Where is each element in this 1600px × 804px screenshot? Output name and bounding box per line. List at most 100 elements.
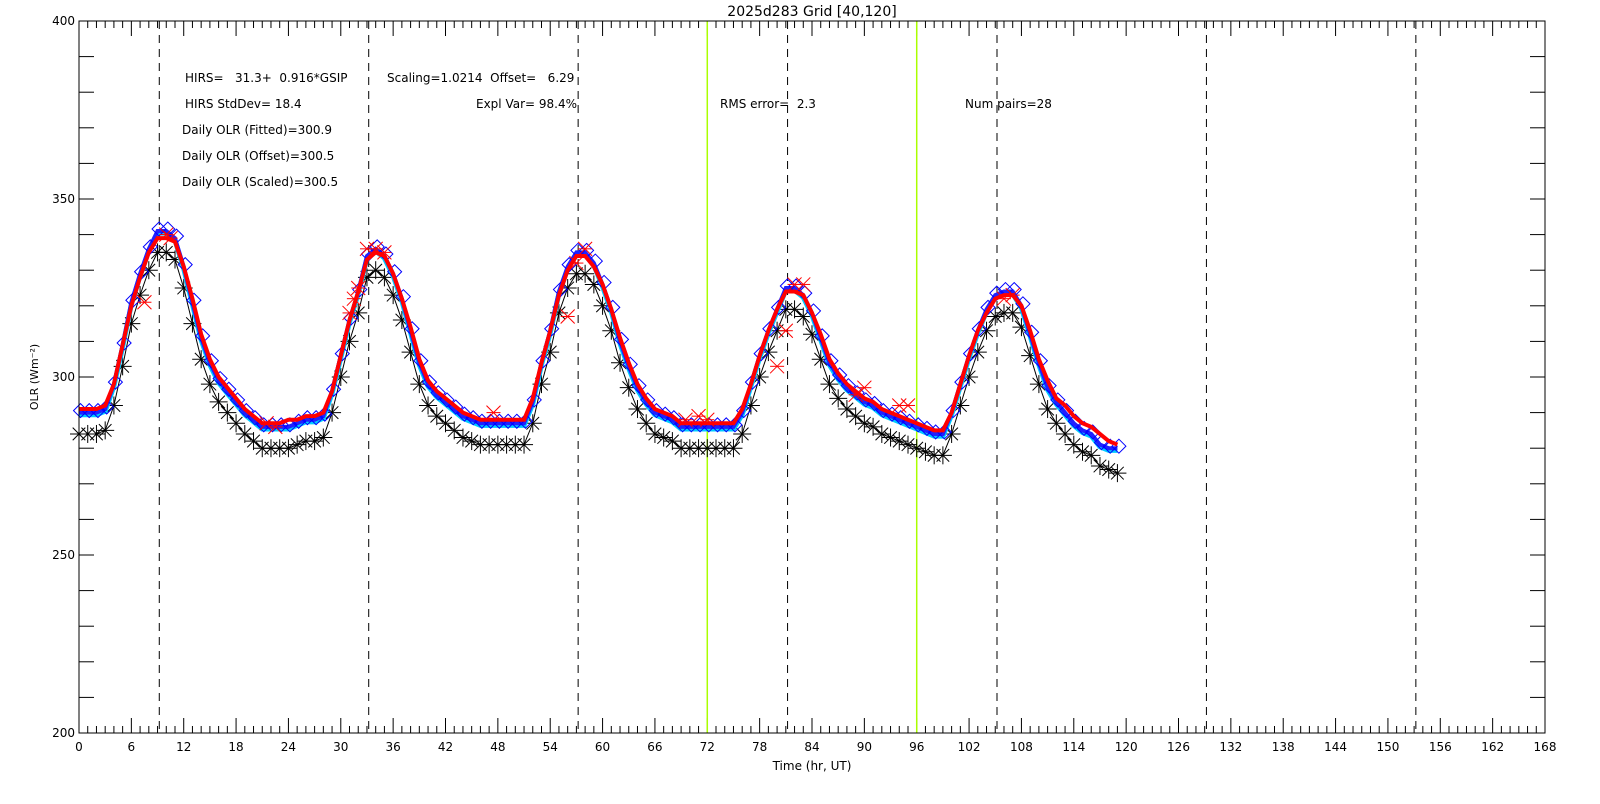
hirs-x-marker (560, 309, 576, 324)
asterisk-stroke (526, 416, 540, 430)
gsip-asterisk-marker (628, 400, 647, 419)
asterisk-stroke (665, 434, 680, 448)
x-tick-label: 114 (1062, 740, 1085, 754)
x-tick-label: 72 (700, 740, 715, 754)
gsip-asterisk-marker (1038, 400, 1057, 419)
hirs-x-marker (778, 323, 794, 339)
offset-diamond-marker (962, 345, 979, 362)
hirs-x-marker (900, 398, 916, 413)
stddev-text: HIRS StdDev= 18.4 (185, 97, 302, 111)
asterisk-stroke (787, 302, 802, 317)
offset-diamond-marker (631, 377, 647, 394)
offset-diamond-marker (352, 281, 368, 298)
gsip-asterisk-marker (733, 424, 752, 443)
offset-diamond-marker (753, 345, 769, 362)
gsip-asterisk-marker (96, 421, 115, 440)
offset-diamond-marker (116, 335, 132, 351)
asterisk-stroke (246, 434, 261, 448)
asterisk-stroke (229, 416, 243, 430)
daily-fitted-text: Daily OLR (Fitted)=300.9 (182, 123, 332, 137)
asterisk-stroke (752, 370, 767, 384)
asterisk-stroke (744, 398, 758, 413)
gsip-asterisk-marker (1108, 464, 1127, 483)
gsip-asterisk-marker (436, 414, 455, 433)
gsip-asterisk-marker (855, 414, 874, 433)
offset-diamond-marker (526, 392, 542, 408)
hirs-x-marker (569, 255, 584, 271)
asterisk-stroke (875, 427, 889, 441)
asterisk-stroke (648, 427, 662, 441)
asterisk-stroke (238, 427, 252, 441)
hirs-x-marker (1005, 287, 1021, 303)
asterisk-stroke (1093, 459, 1107, 473)
offset-diamond-marker (203, 353, 220, 369)
gsip-asterisk-marker (445, 421, 464, 440)
asterisk-stroke (866, 420, 880, 434)
hirs-x-marker (486, 405, 501, 420)
x-tick-label: 168 (1534, 740, 1557, 754)
hirs-x-marker (769, 358, 785, 374)
daily-scaled-text: Daily OLR (Scaled)=300.5 (182, 175, 338, 189)
x-tick-label: 36 (386, 740, 401, 754)
chart-title: 2025d283 Grid [40,120] (727, 4, 896, 20)
x-tick-label: 54 (543, 740, 558, 754)
x-tick-label: 150 (1376, 740, 1399, 754)
hirs-x-marker (158, 227, 174, 242)
rms-text: RMS error= 2.3 (720, 97, 816, 111)
gsip-asterisk-marker (305, 432, 324, 451)
gsip-asterisk-marker (235, 424, 254, 443)
x-tick-label: 60 (595, 740, 610, 754)
gsip-asterisk-marker (960, 368, 979, 386)
hirs-x-marker (699, 412, 715, 428)
asterisk-stroke (1084, 448, 1098, 462)
x-tick-label: 96 (909, 740, 924, 754)
asterisk-stroke (290, 437, 304, 452)
gsip-asterisk-marker (427, 407, 446, 426)
gsip-asterisk-marker (864, 417, 883, 436)
gsip-asterisk-marker (654, 428, 673, 447)
hirs-x-marker (678, 412, 693, 428)
offset-diamond-marker (535, 353, 551, 369)
offset-diamond-marker (639, 392, 656, 408)
asterisk-stroke (447, 423, 461, 438)
offset-diamond-marker (325, 381, 342, 397)
asterisk-stroke (561, 281, 575, 295)
asterisk-stroke (962, 370, 976, 384)
asterisk-stroke (1067, 437, 1081, 452)
gsip-asterisk-marker (785, 300, 804, 319)
gsip-asterisk-marker (209, 392, 228, 411)
x-tick-label: 48 (490, 740, 505, 754)
gsip-asterisk-marker (1090, 457, 1109, 475)
gsip-asterisk-marker (453, 428, 472, 447)
gsip-asterisk-marker (645, 424, 664, 443)
x-tick-label: 24 (281, 740, 296, 754)
asterisk-stroke (735, 427, 749, 441)
gsip-asterisk-marker (576, 264, 595, 283)
offset-diamond-marker (770, 299, 787, 316)
asterisk-stroke (369, 263, 383, 277)
hirs-x-marker (342, 305, 357, 321)
gsip-asterisk-marker (916, 442, 935, 461)
gsip-asterisk-marker (986, 307, 1005, 326)
asterisk-stroke (657, 430, 671, 445)
x-tick-label: 6 (128, 740, 136, 754)
asterisk-stroke (892, 434, 906, 448)
gsip-asterisk-marker (890, 432, 909, 451)
asterisk-stroke (988, 309, 1002, 324)
asterisk-stroke (944, 427, 959, 441)
x-tick-label: 90 (857, 740, 872, 754)
gsip-asterisk-marker (837, 400, 856, 419)
gsip-asterisk-marker (279, 439, 298, 458)
hirs-x-marker (377, 245, 392, 260)
hirs-x-marker (267, 419, 283, 435)
asterisk-stroke (98, 423, 112, 438)
asterisk-stroke (822, 377, 837, 391)
asterisk-stroke (430, 409, 444, 423)
offset-diamond-marker (212, 370, 228, 387)
asterisk-stroke (421, 398, 435, 413)
asterisk-stroke (211, 395, 226, 409)
gsip-asterisk-marker (663, 432, 682, 451)
gsip-asterisk-marker (227, 414, 246, 433)
plot-frame (78, 20, 1546, 734)
offset-diamond-marker (945, 402, 961, 419)
